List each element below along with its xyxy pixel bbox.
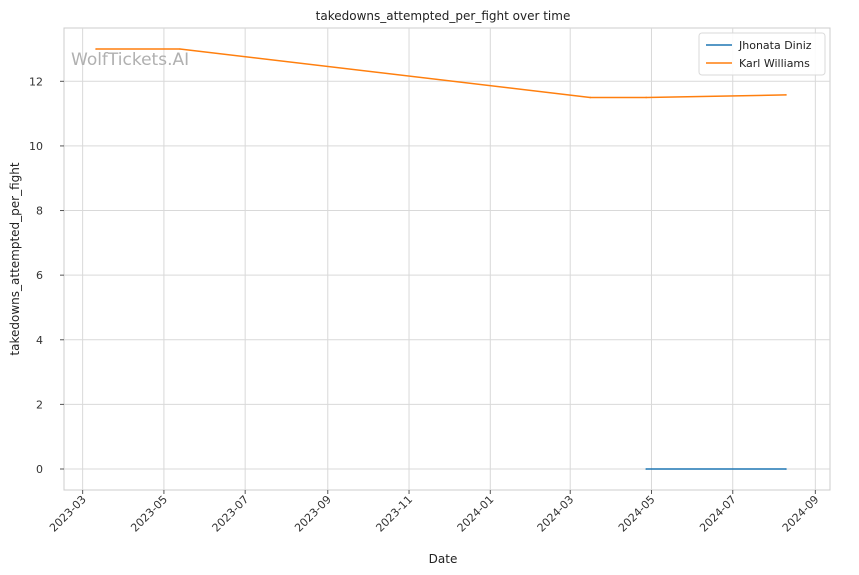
data-point [95, 48, 97, 50]
y-tick-label: 4 [36, 334, 43, 347]
x-tick-label: 2024-07 [697, 493, 739, 535]
x-tick-label: 2024-01 [455, 493, 497, 535]
chart-title: takedowns_attempted_per_fight over time [316, 9, 571, 23]
x-tick-label: 2024-09 [780, 493, 822, 535]
x-tick-label: 2023-05 [128, 493, 170, 535]
x-tick-label: 2023-11 [373, 493, 415, 535]
x-tick-label: 2023-09 [292, 493, 334, 535]
plot-area [63, 27, 831, 491]
series-lines [95, 48, 787, 470]
x-tick-label: 2024-03 [535, 493, 577, 535]
x-tick-label: 2024-05 [616, 493, 658, 535]
y-tick-label: 0 [36, 463, 43, 476]
watermark-text: WolfTickets.AI [71, 50, 189, 70]
legend: Jhonata Diniz Karl Williams [698, 32, 826, 76]
x-axis-ticks: 2023-03 2023-05 2023-07 2023-09 2023-11 2024-… [47, 490, 821, 535]
legend-label: Jhonata Diniz [738, 39, 812, 52]
x-tick-label: 2023-03 [47, 493, 89, 535]
data-point [785, 468, 787, 470]
x-axis-label: Date [429, 552, 458, 566]
y-tick-label: 10 [29, 140, 43, 153]
data-point [645, 96, 647, 99]
legend-box [698, 32, 826, 76]
y-tick-label: 6 [36, 269, 43, 282]
data-point [645, 468, 647, 470]
y-tick-label: 8 [36, 205, 43, 218]
x-tick-label: 2023-07 [210, 493, 252, 535]
y-tick-label: 2 [36, 398, 43, 411]
legend-label: Karl Williams [739, 57, 810, 70]
y-axis-label: takedowns_attempted_per_fight [8, 162, 22, 355]
data-point [589, 96, 592, 99]
data-point [785, 94, 787, 96]
y-axis-ticks: 0 2 4 6 8 10 12 [29, 75, 64, 476]
data-point [179, 48, 181, 50]
y-tick-label: 12 [29, 75, 43, 88]
